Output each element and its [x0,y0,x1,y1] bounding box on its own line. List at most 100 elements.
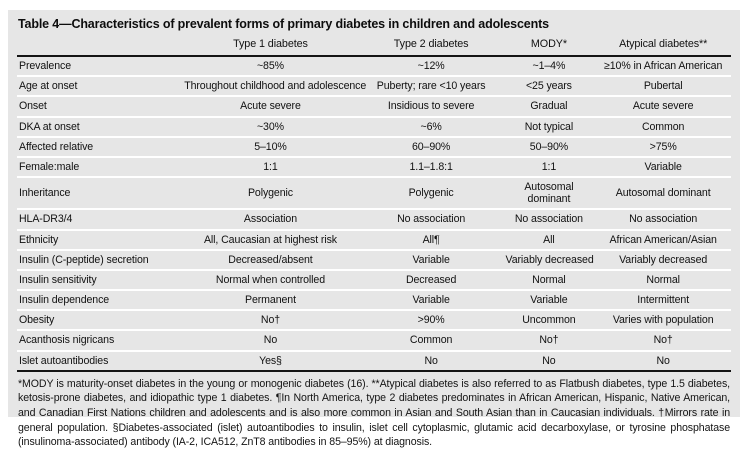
cell: Acute severe [595,96,731,118]
cell: Variably decreased [595,249,731,271]
cell: Association [181,209,360,231]
cell: 50–90% [502,136,596,158]
row-label: Insulin (C-peptide) secretion [17,249,182,271]
row-label: Inheritance [17,177,182,211]
cell: All¶ [359,229,503,251]
cell: Variably decreased [502,249,596,271]
table-row: Age at onset Throughout childhood and ad… [17,76,731,98]
row-label: HLA-DR3/4 [17,209,182,231]
cell: Polygenic [359,177,503,211]
cell: No† [595,330,731,352]
table-row: Female:male 1:1 1.1–1.8:1 1:1 Variable [17,156,731,179]
row-label: Female:male [17,156,182,179]
cell: No [359,350,503,372]
cell: Pubertal [595,76,731,98]
cell: 1:1 [181,156,360,179]
row-label: Age at onset [17,76,182,98]
cell: Variable [359,290,503,312]
table-row: Prevalence ~85% ~12% ~1–4% ≥10% in Afric… [17,56,731,78]
cell: ≥10% in African American [595,56,731,78]
cell: Not typical [502,116,596,138]
column-header-mody: MODY* [502,36,596,57]
table-row: Islet autoantibodies Yes§ No No No [17,350,731,372]
table-title: Table 4—Characteristics of prevalent for… [18,17,549,31]
column-header-empty [17,36,182,57]
row-label: Insulin dependence [17,290,182,312]
table-row: Insulin sensitivity Normal when controll… [17,269,731,292]
cell: All, Caucasian at highest risk [181,229,360,251]
cell: Polygenic [181,177,360,211]
cell: Gradual [502,96,596,118]
cell: 5–10% [181,136,360,158]
table-row: Onset Acute severe Insidious to severe G… [17,96,731,118]
row-label: Obesity [17,310,182,332]
diabetes-characteristics-table: Type 1 diabetes Type 2 diabetes MODY* At… [17,36,731,372]
row-label: Affected relative [17,136,182,158]
cell: No [502,350,596,372]
cell: Puberty; rare <10 years [359,76,503,98]
cell: <25 years [502,76,596,98]
row-label: Prevalence [17,56,182,78]
table-row: HLA-DR3/4 Association No association No … [17,209,731,231]
cell: Autosomal dominant [502,177,596,211]
cell: Decreased/absent [181,249,360,271]
cell: Varies with population [595,310,731,332]
cell: No association [595,209,731,231]
cell: ~85% [181,56,360,78]
cell: Common [595,116,731,138]
cell: Variable [502,290,596,312]
table-row: Insulin (C-peptide) secretion Decreased/… [17,249,731,271]
table-row: Ethnicity All, Caucasian at highest risk… [17,229,731,251]
cell: Acute severe [181,96,360,118]
cell: No† [181,310,360,332]
table-row: Inheritance Polygenic Polygenic Autosoma… [17,177,731,211]
cell: Common [359,330,503,352]
table-row: Obesity No† >90% Uncommon Varies with po… [17,310,731,332]
cell: 1:1 [502,156,596,179]
cell: ~12% [359,56,503,78]
table-row: DKA at onset ~30% ~6% Not typical Common [17,116,731,138]
cell: Autosomal dominant [595,177,731,211]
cell: ~1–4% [502,56,596,78]
row-label: Insulin sensitivity [17,269,182,292]
cell: No association [502,209,596,231]
cell: ~30% [181,116,360,138]
cell: Variable [595,156,731,179]
cell: No [595,350,731,372]
table-footnote: *MODY is maturity-onset diabetes in the … [18,377,730,449]
row-label: Onset [17,96,182,118]
cell: Normal [502,269,596,292]
row-label: DKA at onset [17,116,182,138]
cell: Intermittent [595,290,731,312]
column-header-type2: Type 2 diabetes [359,36,503,57]
cell: 1.1–1.8:1 [359,156,503,179]
cell: No [181,330,360,352]
table-panel: Table 4—Characteristics of prevalent for… [8,10,740,448]
table-row: Insulin dependence Permanent Variable Va… [17,290,731,312]
cell: No† [502,330,596,352]
cell: Normal when controlled [181,269,360,292]
table-header: Type 1 diabetes Type 2 diabetes MODY* At… [17,36,731,57]
table-body: Prevalence ~85% ~12% ~1–4% ≥10% in Afric… [17,56,731,372]
column-header-type1: Type 1 diabetes [181,36,360,57]
cell: Yes§ [181,350,360,372]
cell: Permanent [181,290,360,312]
cell: ~6% [359,116,503,138]
row-label: Ethnicity [17,229,182,251]
table-row: Acanthosis nigricans No Common No† No† [17,330,731,352]
cell: No association [359,209,503,231]
row-label: Islet autoantibodies [17,350,182,372]
cell: 60–90% [359,136,503,158]
cell: Throughout childhood and adolescence [181,76,366,98]
row-label: Acanthosis nigricans [17,330,182,352]
table-row: Affected relative 5–10% 60–90% 50–90% >7… [17,136,731,158]
cell: All [502,229,596,251]
cell: Insidious to severe [359,96,503,118]
cell: >90% [359,310,503,332]
cell: African American/Asian [595,229,731,251]
header-row: Type 1 diabetes Type 2 diabetes MODY* At… [17,36,731,57]
cell: Uncommon [502,310,596,332]
column-header-atypical: Atypical diabetes** [595,36,731,57]
cell: Normal [595,269,731,292]
cell: Variable [359,249,503,271]
